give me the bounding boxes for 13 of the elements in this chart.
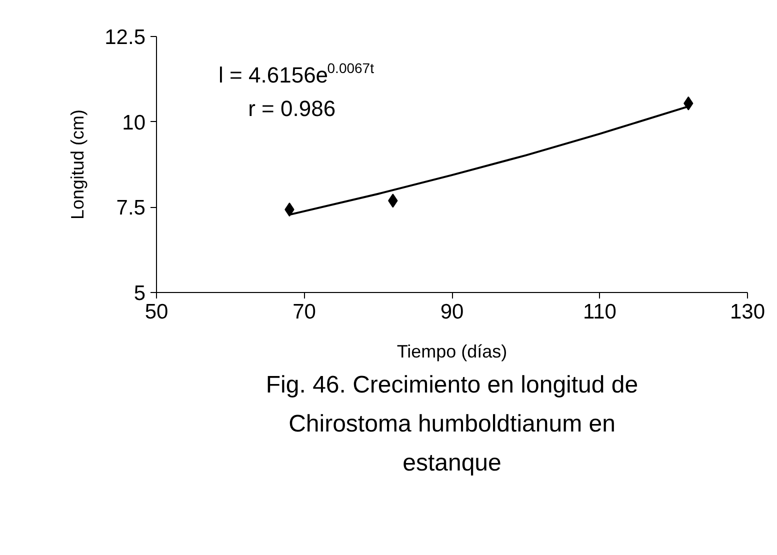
x-tick-label: 70 bbox=[292, 300, 316, 324]
annotation: r = 0.986 bbox=[248, 96, 336, 121]
y-axis-title: Longitud (cm) bbox=[68, 109, 88, 220]
y-tick-label: 7.5 bbox=[116, 196, 146, 220]
text: Fig. 46. Crecimiento en longitud de Chirostoma humboldtianum en estanque bbox=[266, 372, 638, 476]
x-tick-label: 50 bbox=[144, 300, 168, 324]
x-tick-label: 130 bbox=[730, 300, 766, 324]
x-tick-label: 90 bbox=[440, 300, 464, 324]
x-tick-label: 110 bbox=[583, 300, 616, 324]
x-axis-title: Tiempo (días) bbox=[396, 342, 508, 362]
y-tick-label: 12.5 bbox=[104, 26, 146, 49]
y-tick-label: 5 bbox=[134, 282, 146, 305]
y-tick-label: 10 bbox=[122, 111, 146, 134]
